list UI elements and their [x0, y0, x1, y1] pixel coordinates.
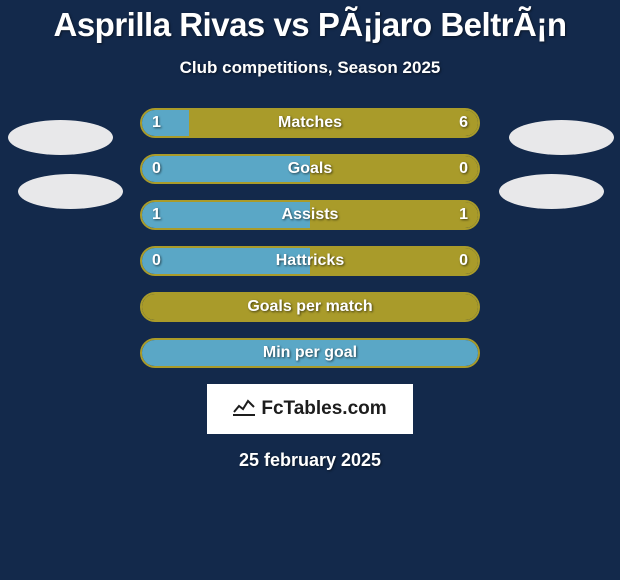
stat-label: Matches — [142, 110, 478, 136]
stat-row: Assists1 1 — [70, 200, 550, 230]
stat-label: Assists — [142, 202, 478, 228]
stat-value-left: 1 — [152, 202, 161, 228]
stat-bar-track: Assists1 1 — [140, 200, 480, 230]
stat-row: Hattricks0 0 — [70, 246, 550, 276]
logo-text: FcTables.com — [261, 398, 386, 420]
stat-label: Min per goal — [142, 340, 478, 366]
stat-value-right: 0 — [459, 248, 468, 274]
stat-label: Goals per match — [142, 294, 478, 320]
logo-chart-icon — [233, 398, 255, 421]
stat-row: Goals per match — [70, 292, 550, 322]
subtitle: Club competitions, Season 2025 — [0, 58, 620, 78]
date-label: 25 february 2025 — [0, 450, 620, 471]
stat-label: Hattricks — [142, 248, 478, 274]
logo-box: FcTables.com — [207, 384, 413, 434]
stat-row: Min per goal — [70, 338, 550, 368]
stat-bar-track: Min per goal — [140, 338, 480, 368]
stat-label: Goals — [142, 156, 478, 182]
page-title: Asprilla Rivas vs PÃ¡jaro BeltrÃ¡n — [0, 0, 620, 44]
stat-bar-track: Goals per match — [140, 292, 480, 322]
stat-value-right: 1 — [459, 202, 468, 228]
stat-bar-track: Matches1 6 — [140, 108, 480, 138]
stat-row: Goals0 0 — [70, 154, 550, 184]
stat-value-right: 0 — [459, 156, 468, 182]
stat-bar-track: Goals0 0 — [140, 154, 480, 184]
stat-value-left: 1 — [152, 110, 161, 136]
comparison-chart: Matches16Goals00Assists11Hattricks00Goal… — [70, 108, 550, 368]
stat-value-right: 6 — [459, 110, 468, 136]
stat-bar-track: Hattricks0 0 — [140, 246, 480, 276]
stat-value-left: 0 — [152, 248, 161, 274]
stat-row: Matches1 6 — [70, 108, 550, 138]
stat-value-left: 0 — [152, 156, 161, 182]
